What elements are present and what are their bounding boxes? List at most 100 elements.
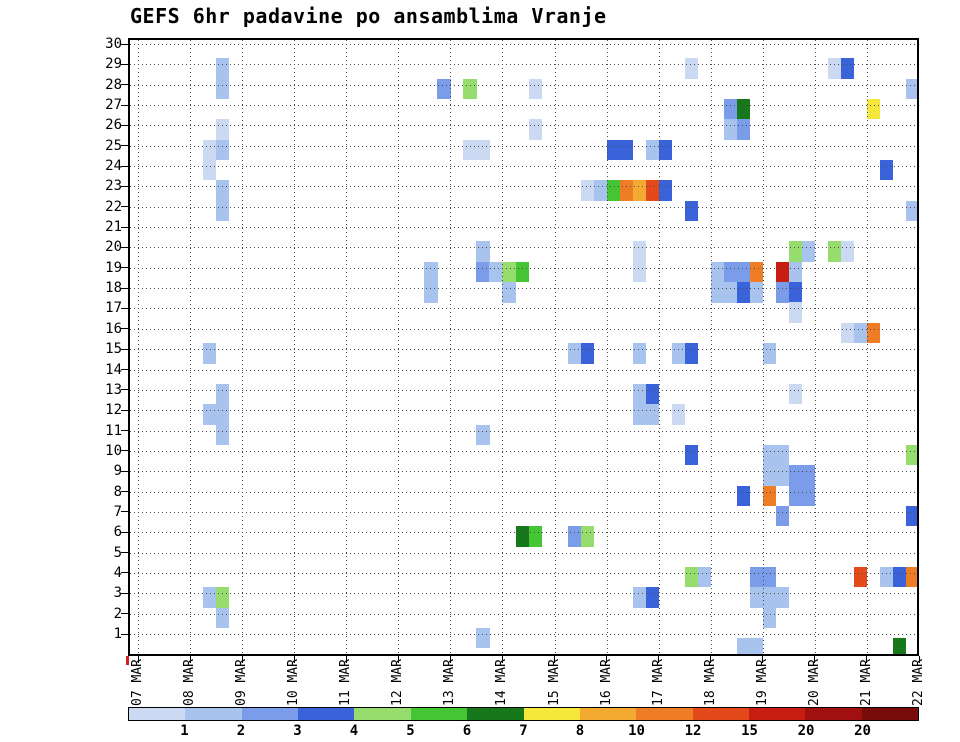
grid-line-horizontal	[130, 267, 917, 269]
y-tick-mark	[121, 246, 128, 248]
grid-line-horizontal	[130, 125, 917, 127]
y-tick-label: 12	[105, 402, 122, 419]
legend-tick-label: 20	[797, 723, 815, 739]
y-tick-mark	[121, 613, 128, 615]
x-tick-mark	[501, 656, 503, 663]
grid-line-vertical	[138, 40, 139, 654]
grid-line-vertical	[866, 40, 868, 654]
heat-cell	[684, 566, 699, 588]
grid-line-vertical	[398, 40, 400, 654]
x-tick-mark	[918, 656, 920, 663]
heat-cell	[567, 343, 581, 364]
heat-cell	[216, 78, 230, 100]
legend-color-segment	[805, 708, 862, 720]
grid-line-vertical	[502, 40, 504, 654]
y-tick-label: 18	[105, 280, 122, 297]
heat-cell	[684, 444, 699, 466]
heat-cell	[437, 78, 451, 100]
y-tick-mark	[121, 165, 128, 167]
heat-cell	[762, 485, 777, 506]
heat-cell	[906, 505, 917, 527]
heat-cell	[463, 139, 477, 161]
color-legend-bar	[128, 707, 919, 721]
legend-color-segment	[241, 708, 299, 720]
y-tick-mark	[121, 145, 128, 147]
heat-cell	[762, 465, 777, 486]
heat-cell	[632, 404, 646, 425]
heat-cell	[723, 282, 738, 303]
legend-tick-label: 20	[854, 723, 871, 739]
heat-cell	[775, 465, 790, 486]
y-tick-mark	[121, 185, 128, 187]
x-tick-mark	[293, 656, 295, 663]
legend-tick-label: 6	[462, 723, 472, 739]
y-tick-label: 5	[113, 544, 122, 561]
legend-color-segment	[748, 708, 806, 720]
y-tick-mark	[121, 348, 128, 350]
y-tick-mark	[121, 124, 128, 126]
x-tick-mark	[710, 656, 712, 663]
heat-cell	[671, 343, 685, 364]
heat-cell	[736, 282, 751, 303]
heat-cell	[216, 180, 230, 201]
chart-title: GEFS 6hr padavine po ansamblima Vranje	[130, 4, 607, 28]
y-tick-mark	[121, 328, 128, 330]
legend-color-segment	[579, 708, 637, 720]
legend-tick-label: 10	[628, 723, 645, 739]
heat-cell	[879, 160, 894, 181]
grid-line-horizontal	[130, 511, 917, 513]
y-tick-label: 3	[113, 585, 122, 602]
grid-line-horizontal	[130, 572, 917, 574]
heat-cell	[476, 261, 490, 283]
heat-cell	[203, 139, 217, 161]
heat-cell	[801, 485, 816, 506]
y-tick-mark	[121, 450, 128, 452]
y-tick-mark	[121, 491, 128, 493]
x-tick-mark	[866, 656, 868, 663]
heat-cell	[749, 566, 764, 588]
heat-cell	[203, 160, 217, 181]
x-tick-label: 22 MAR	[911, 659, 927, 706]
y-tick-label: 24	[105, 158, 122, 175]
y-tick-label: 14	[105, 361, 122, 378]
y-tick-label: 30	[105, 36, 122, 52]
heat-cell	[723, 261, 738, 283]
y-tick-mark	[121, 63, 128, 65]
heat-cell	[645, 587, 659, 608]
heat-cell	[736, 638, 751, 654]
legend-color-segment	[861, 708, 919, 720]
heat-cell	[775, 444, 790, 466]
y-tick-mark	[121, 572, 128, 574]
grid-line-vertical	[762, 40, 764, 654]
heat-cell	[203, 404, 217, 425]
heat-cell	[736, 261, 751, 283]
grid-line-horizontal	[130, 186, 917, 188]
x-tick-mark	[189, 656, 191, 663]
heat-cell	[697, 566, 712, 588]
grid-line-horizontal	[130, 84, 917, 86]
heat-cell	[645, 383, 659, 405]
heat-cell	[840, 241, 855, 262]
grid-line-vertical	[450, 40, 452, 654]
heat-cell	[684, 58, 699, 79]
y-tick-mark	[121, 552, 128, 554]
heat-cell	[906, 78, 917, 100]
heat-cell	[788, 261, 803, 283]
heat-cell	[762, 343, 777, 364]
heat-cell	[762, 587, 777, 608]
grid-line-horizontal	[130, 44, 917, 45]
grid-line-horizontal	[130, 105, 917, 107]
heat-cell	[645, 180, 659, 201]
origin-marker	[126, 656, 129, 665]
heat-cell	[736, 119, 751, 140]
legend-color-segment	[185, 708, 242, 720]
grid-line-horizontal	[130, 247, 917, 249]
heat-cell	[801, 465, 816, 486]
heat-cell	[853, 566, 868, 588]
heat-cell	[788, 302, 803, 323]
heat-cell	[736, 485, 751, 506]
y-tick-mark	[121, 287, 128, 289]
grid-line-horizontal	[130, 206, 917, 208]
legend-tick-label: 7	[519, 723, 528, 739]
heat-cell	[632, 180, 646, 201]
